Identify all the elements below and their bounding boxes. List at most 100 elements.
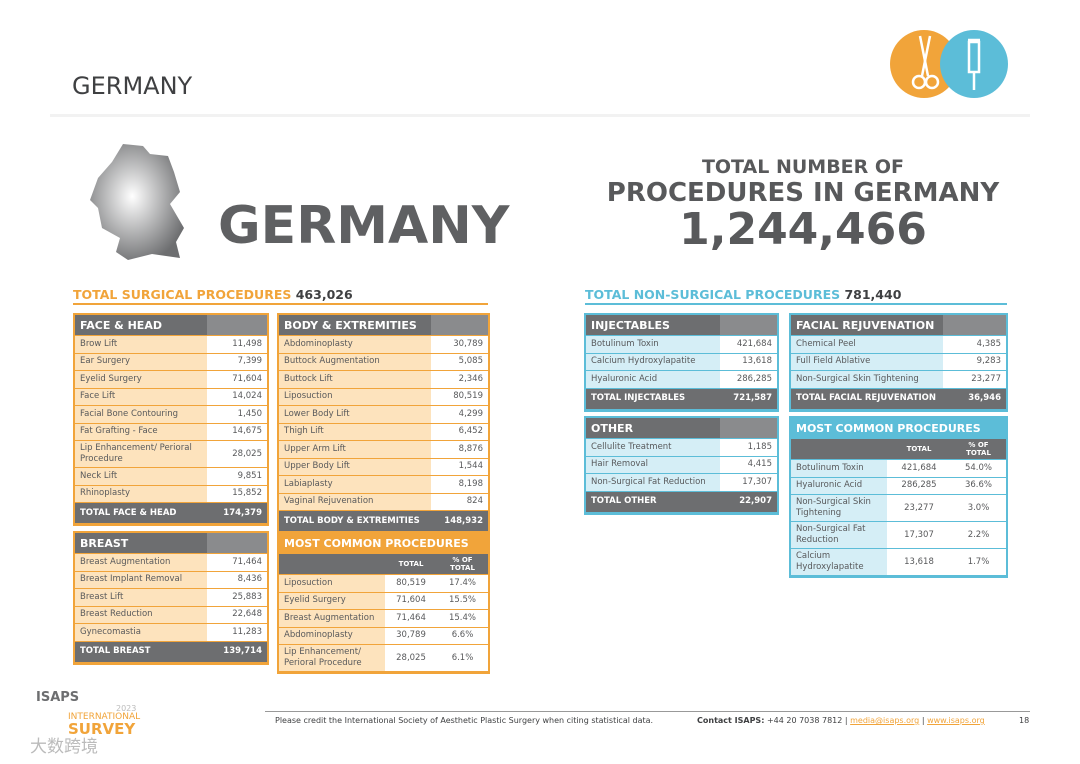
- cell-value: 28,025: [385, 644, 437, 672]
- logo-year: 2023: [116, 704, 137, 713]
- country-name: GERMANY: [218, 196, 510, 256]
- total-row: TOTAL BREAST 139,714: [75, 641, 267, 663]
- row: Ear Surgery 7,399: [75, 353, 267, 371]
- row: Hair Removal 4,415: [586, 456, 777, 474]
- cell-value: 1,544: [431, 458, 488, 476]
- row: Upper Body Lift 1,544: [279, 458, 488, 476]
- cell-value: 6.1%: [437, 644, 488, 672]
- cell-value: 6,452: [431, 423, 488, 441]
- title-row: FACIAL REJUVENATION: [791, 315, 1006, 336]
- cell-value: 4,299: [431, 405, 488, 424]
- credit: Please credit the International Society …: [275, 716, 654, 725]
- cell-value: 286,285: [887, 477, 951, 495]
- cell-name: Rhinoplasty: [75, 485, 207, 503]
- cell-value: 13,618: [887, 548, 951, 576]
- row: Lip Enhancement/ Perioral Procedure 28,02…: [279, 644, 488, 672]
- title-row: FACE & HEAD: [75, 315, 267, 336]
- cell-value: 30,789: [431, 335, 488, 354]
- row: Breast Implant Removal 8,436: [75, 571, 267, 589]
- row: Buttock Lift 2,346: [279, 370, 488, 389]
- title-row: OTHER: [586, 418, 777, 439]
- cell-value: 4,415: [720, 456, 777, 474]
- cell-name: Botulinum Toxin: [586, 335, 720, 354]
- email[interactable]: media@isaps.org: [850, 716, 920, 725]
- row: Botulinum Toxin 421,684: [586, 335, 777, 354]
- total-row: TOTAL FACE & HEAD 174,379: [75, 502, 267, 524]
- watermark: 大数跨境: [30, 737, 98, 757]
- cell-name: Botulinum Toxin: [791, 459, 887, 478]
- cell-value: 71,604: [207, 370, 267, 389]
- heading-label: TOTAL NON-SURGICAL PROCEDURES: [585, 287, 841, 302]
- row: Non-Surgical Skin Tightening 23,277 3.0%: [791, 494, 1006, 522]
- row: Liposuction 80,519: [279, 388, 488, 406]
- cell-value: 421,684: [887, 459, 951, 478]
- row: Hyaluronic Acid 286,285: [586, 370, 777, 389]
- total-label: TOTAL BODY & EXTREMITIES: [279, 510, 431, 532]
- row: Calcium Hydroxylapatite 13,618 1.7%: [791, 548, 1006, 576]
- cell-value: 8,436: [207, 571, 267, 589]
- total-value: 139,714: [207, 641, 267, 663]
- total-line2: PROCEDURES IN GERMANY: [606, 178, 1000, 208]
- cell-value: 421,684: [720, 335, 777, 354]
- cell-name: Hyaluronic Acid: [791, 477, 887, 495]
- table: MOST COMMON PROCEDURES TOTAL% OF TOTAL Lip…: [279, 533, 488, 672]
- cell-name: Face Lift: [75, 388, 207, 406]
- cell-value: 54.0%: [951, 459, 1006, 478]
- cell-name: Chemical Peel: [791, 335, 943, 354]
- row: Neck Lift 9,851: [75, 467, 267, 486]
- cell-value: 14,675: [207, 423, 267, 441]
- cell-name: Lip Enhancement/ Perioral Procedure: [279, 644, 385, 672]
- blank: [943, 315, 1006, 336]
- cell-name: Liposuction: [279, 574, 385, 593]
- website[interactable]: www.isaps.org: [927, 716, 985, 725]
- cell-name: Non-Surgical Fat Reduction: [586, 473, 720, 492]
- row: Fat Grafting - Face 14,675: [75, 423, 267, 441]
- column-header: % OF TOTAL: [437, 553, 488, 575]
- cell-value: 11,498: [207, 335, 267, 354]
- icons: [890, 30, 1008, 98]
- blank: [431, 315, 488, 336]
- blank: [207, 533, 267, 554]
- cell-value: 22,648: [207, 606, 267, 624]
- table-box: MOST COMMON PROCEDURES TOTAL% OF TOTAL Bot…: [789, 416, 1008, 578]
- total-row: TOTAL INJECTABLES 721,587: [586, 388, 777, 410]
- cell-value: 8,876: [431, 440, 488, 459]
- logo-line2: SURVEY: [68, 720, 136, 738]
- blank: [720, 315, 777, 336]
- phone: +44 20 7038 7812 |: [766, 716, 848, 725]
- row: Lower Body Lift 4,299: [279, 405, 488, 424]
- title-row: INJECTABLES: [586, 315, 777, 336]
- table: MOST COMMON PROCEDURES TOTAL% OF TOTAL Bot…: [791, 418, 1006, 576]
- table-title: OTHER: [586, 418, 720, 439]
- cell-name: Calcium Hydroxylapatite: [586, 353, 720, 371]
- row: Labiaplasty 8,198: [279, 475, 488, 494]
- cell-value: 2.2%: [951, 521, 1006, 549]
- cell-name: Labiaplasty: [279, 475, 431, 494]
- cell-value: 8,198: [431, 475, 488, 494]
- table-title: INJECTABLES: [586, 315, 720, 336]
- cell-value: 17.4%: [437, 574, 488, 593]
- total-value: 36,946: [943, 388, 1006, 410]
- cell-value: 23,277: [887, 494, 951, 522]
- row: Full Field Ablative 9,283: [791, 353, 1006, 371]
- cell-value: 13,618: [720, 353, 777, 371]
- row: Botulinum Toxin 421,684 54.0%: [791, 459, 1006, 478]
- column-header: % OF TOTAL: [951, 438, 1006, 460]
- column-header-row: TOTAL% OF TOTAL: [791, 438, 1006, 460]
- cell-value: 3.0%: [951, 494, 1006, 522]
- row: Non-Surgical Skin Tightening 23,277: [791, 370, 1006, 389]
- surgical-heading: TOTAL SURGICAL PROCEDURES 463,026: [73, 287, 488, 305]
- cell-value: 71,464: [385, 609, 437, 628]
- cell-name: Fat Grafting - Face: [75, 423, 207, 441]
- page-title: GERMANY: [72, 72, 193, 100]
- row: Non-Surgical Fat Reduction 17,307 2.2%: [791, 521, 1006, 549]
- row: Gynecomastia 11,283: [75, 623, 267, 642]
- table-box: OTHER Cellulite Treatment 1,185 Hair Remova…: [584, 416, 779, 515]
- cell-value: 4,385: [943, 335, 1006, 354]
- title-row: MOST COMMON PROCEDURES: [791, 418, 1006, 439]
- cell-name: Calcium Hydroxylapatite: [791, 548, 887, 576]
- country-map: [90, 144, 184, 260]
- cell-value: 15.4%: [437, 609, 488, 628]
- cell-name: Non-Surgical Fat Reduction: [791, 521, 887, 549]
